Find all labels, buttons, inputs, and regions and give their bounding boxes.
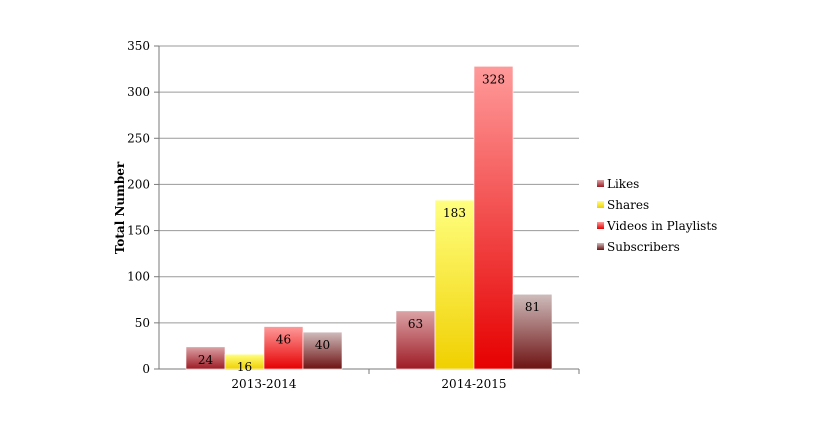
y-tick-label: 150 — [127, 224, 150, 238]
x-category-label: 2013-2014 — [231, 377, 296, 391]
bar — [473, 66, 514, 370]
legend-label: Videos in Playlists — [606, 219, 717, 233]
legend-item: Likes — [597, 177, 639, 191]
legend-label: Subscribers — [607, 240, 680, 254]
data-labels: 24 16 46 40 63 183 328 81 — [198, 72, 540, 374]
legend-item: Videos in Playlists — [597, 219, 717, 233]
x-category-label: 2014-2015 — [441, 377, 506, 391]
y-tick-label: 0 — [142, 362, 150, 376]
gridlines — [159, 45, 579, 324]
legend-item: Subscribers — [597, 240, 680, 254]
data-label: 81 — [525, 300, 540, 314]
bar — [434, 199, 475, 370]
data-label: 183 — [443, 206, 466, 220]
legend-swatch — [597, 222, 604, 229]
bar — [395, 310, 436, 370]
legend: Likes Shares Videos in Playlists Subscriber… — [597, 177, 717, 254]
y-tick-label: 50 — [135, 316, 150, 330]
legend-item: Shares — [597, 198, 649, 212]
data-label: 46 — [276, 333, 291, 347]
data-label: 16 — [237, 360, 252, 374]
data-label: 40 — [315, 338, 330, 352]
bar — [302, 331, 343, 370]
y-tick-label: 350 — [127, 39, 150, 53]
data-label: 24 — [198, 353, 214, 367]
y-tick-label: 200 — [127, 177, 150, 191]
legend-swatch — [597, 201, 604, 208]
legend-label: Shares — [607, 198, 649, 212]
y-axis-title: Total Number — [113, 161, 127, 254]
legend-swatch — [597, 180, 604, 187]
bar — [512, 293, 553, 370]
y-tick-label: 100 — [127, 270, 150, 284]
bar — [263, 326, 304, 370]
y-tick-label: 250 — [127, 131, 150, 145]
data-label: 63 — [408, 317, 423, 331]
legend-swatch — [597, 243, 604, 250]
legend-label: Likes — [607, 177, 639, 191]
data-label: 328 — [482, 72, 505, 86]
bars — [185, 66, 553, 370]
y-tick-label: 300 — [127, 85, 150, 99]
